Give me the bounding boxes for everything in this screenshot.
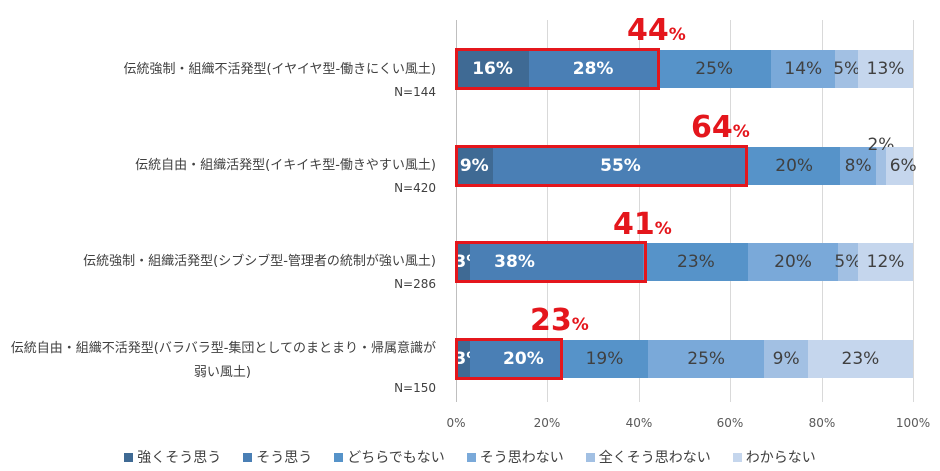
- bar-segment-strongly-agree: 3%: [454, 340, 483, 378]
- legend-swatch-icon: [334, 452, 344, 462]
- bar-segment-strongly-agree: 16%: [456, 50, 530, 88]
- bar-segment-agree: 20%: [469, 340, 562, 378]
- row-label: 伝統強制・組織不活発型(イヤイヤ型-働きにくい風土): [123, 62, 436, 77]
- legend-item-neutral: どちらでもない: [334, 447, 445, 467]
- bar-segment-strongly-agree: 3%: [454, 243, 483, 281]
- bar-row-2: 9% 55% 20% 8% 2% 6%: [456, 135, 917, 185]
- bar-segment-strongly-agree: 9%: [456, 147, 493, 185]
- bar-segment-agree: 55%: [492, 147, 749, 185]
- legend-swatch-icon: [732, 452, 742, 462]
- bar-segment-neutral: 19%: [561, 340, 648, 378]
- callout-total: 64%: [691, 110, 750, 145]
- bar-segment-strongly-disagree: 2%: [867, 135, 894, 185]
- x-tick-label: 100%: [895, 416, 931, 430]
- row-label: 伝統自由・組織不活発型(バラバラ型-集団としてのまとまり・帰属意識が: [10, 341, 436, 356]
- bar-segment-unknown: 13%: [858, 50, 913, 88]
- row-label: 伝統自由・組織活発型(イキイキ型-働きやすい風土): [135, 158, 436, 173]
- legend-swatch-icon: [243, 452, 253, 462]
- callout-total: 41%: [613, 207, 672, 242]
- bar-segment-unknown: 23%: [807, 340, 913, 378]
- gridline-100: [913, 20, 914, 402]
- legend-item-unknown: わからない: [732, 447, 816, 467]
- bar-segment-neutral: 25%: [657, 50, 772, 88]
- callout-total: 44%: [627, 13, 686, 48]
- row-sample-size: N=286: [394, 277, 436, 291]
- x-tick-label: 40%: [625, 416, 653, 430]
- bar-segment-neutral: 20%: [748, 147, 840, 185]
- legend: 強くそう思う そう思う どちらでもない そう思わない 全くそう思わない わからな…: [0, 447, 940, 467]
- bar-segment-disagree: 14%: [771, 50, 836, 88]
- x-tick-label: 60%: [716, 416, 744, 430]
- row-label: 伝統強制・組織活発型(シブシブ型-管理者の統制が強い風土): [83, 254, 436, 269]
- plot-area: [456, 20, 914, 402]
- bar-segment-strongly-disagree: 5%: [834, 243, 861, 281]
- bar-segment-disagree: 20%: [748, 243, 838, 281]
- legend-swatch-icon: [466, 452, 476, 462]
- row-sample-size: N=150: [394, 381, 436, 395]
- bar-segment-agree: 38%: [469, 243, 644, 281]
- bar-segment-unknown: 12%: [858, 243, 913, 281]
- row-sample-size: N=420: [394, 181, 436, 195]
- bar-segment-unknown: 6%: [885, 147, 917, 185]
- gridline-60: [730, 20, 731, 402]
- legend-swatch-icon: [124, 452, 134, 462]
- legend-swatch-icon: [585, 452, 595, 462]
- callout-total: 23%: [530, 303, 589, 338]
- x-tick-label: 20%: [533, 416, 561, 430]
- row-sample-size: N=144: [394, 85, 436, 99]
- bar-segment-strongly-disagree: 5%: [833, 50, 860, 88]
- x-tick-label: 80%: [808, 416, 836, 430]
- legend-item-agree: そう思う: [243, 447, 312, 467]
- gridline-80: [822, 20, 823, 402]
- bar-segment-strongly-disagree: 9%: [764, 340, 808, 378]
- bar-segment-disagree: 8%: [839, 147, 877, 185]
- gridline-0: [456, 20, 457, 402]
- legend-item-strongly-agree: 強くそう思う: [124, 447, 221, 467]
- bar-row-3: 3% 38% 23% 20% 5% 12%: [454, 243, 913, 281]
- x-tick-label: 0%: [446, 416, 466, 430]
- row-label-line2: 弱い風土): [193, 365, 251, 380]
- gridline-20: [547, 20, 548, 402]
- bar-row-1: 16% 28% 25% 14% 5% 13%: [456, 50, 913, 88]
- bar-segment-agree: 28%: [529, 50, 658, 88]
- bar-segment-neutral: 23%: [643, 243, 749, 281]
- gridline-40: [639, 20, 640, 402]
- bar-row-4: 3% 20% 19% 25% 9% 23%: [454, 340, 913, 378]
- legend-item-strongly-disagree: 全くそう思わない: [585, 447, 711, 467]
- bar-segment-disagree: 25%: [647, 340, 765, 378]
- legend-item-disagree: そう思わない: [466, 447, 564, 467]
